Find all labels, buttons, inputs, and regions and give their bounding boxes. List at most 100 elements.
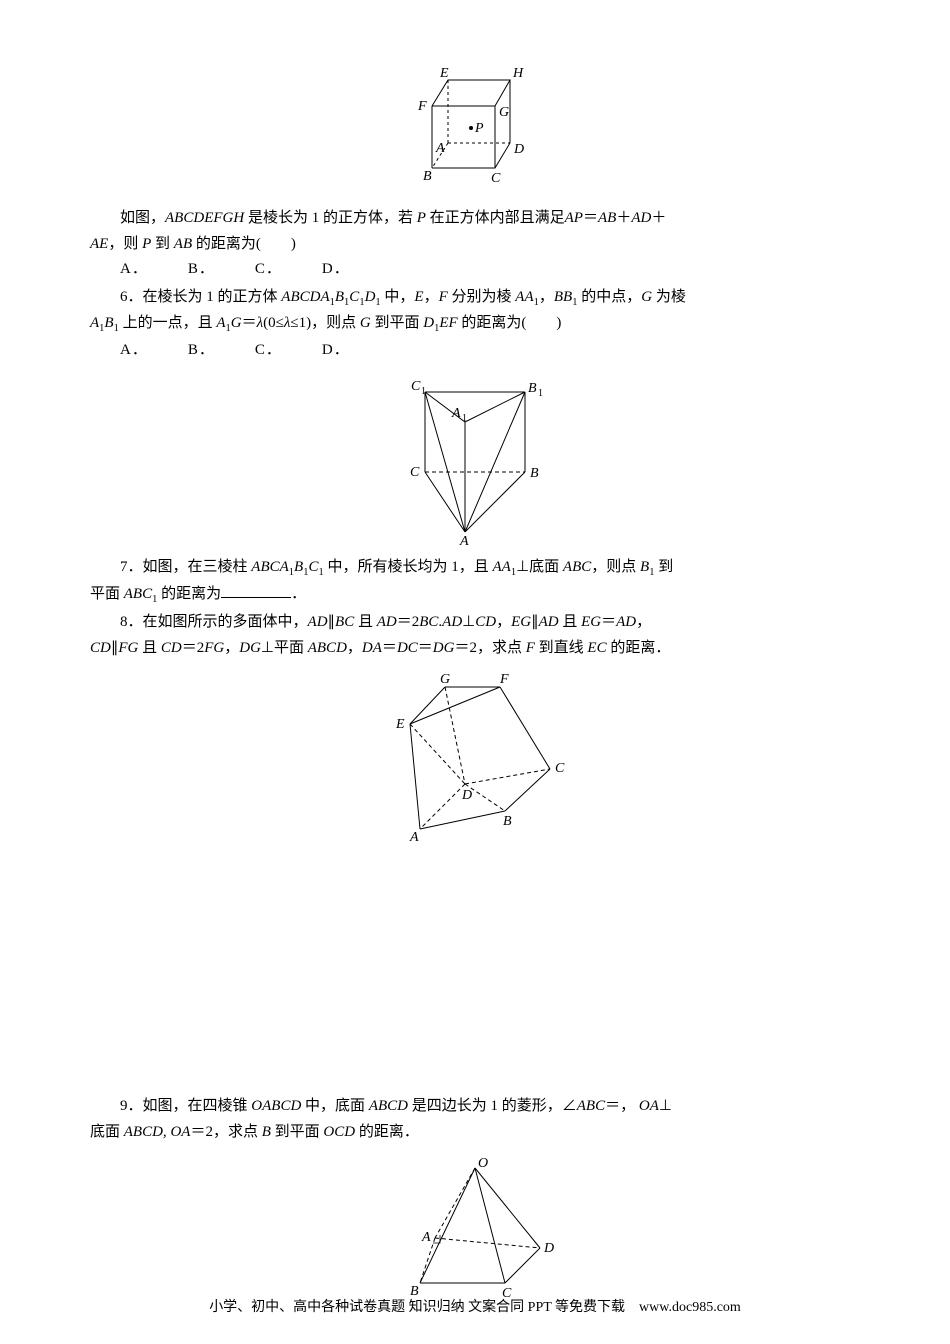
q5-ae: AE — [90, 236, 108, 252]
q7-l2b: 的距离为 — [157, 586, 221, 602]
footer-text: 小学、初中、高中各种试卷真题 知识归纳 文案合同 PPT 等免费下载 www.d… — [209, 1300, 741, 1315]
q8-t6: 且 — [559, 614, 582, 630]
lbl-Fp: F — [499, 672, 509, 687]
q9-oa: OA — [639, 1098, 659, 1114]
q9-abcd3: ABCD, — [124, 1124, 171, 1140]
q7-dot: ． — [291, 586, 306, 602]
q9-B: B — [262, 1124, 271, 1140]
q5-efgh: EFGH — [204, 210, 244, 226]
q8-dg2: DG — [433, 640, 455, 656]
svg-text:1: 1 — [462, 413, 467, 424]
q7-aa1: AA — [493, 559, 511, 575]
cube-svg: E H F G P A D B C — [395, 48, 555, 198]
q7-t1: 如图，在三棱柱 — [143, 559, 252, 575]
q7-bp: B — [640, 559, 649, 575]
q5-options: A．B．C．D． — [90, 257, 860, 283]
lbl-C: C — [491, 171, 501, 186]
q8-t8: ， — [636, 614, 651, 630]
q8-l2c: ， — [224, 640, 239, 656]
q6-t5: ， — [539, 289, 554, 305]
q8-t1: 在如图所示的多面体中， — [143, 614, 308, 630]
figure-prism: C1 B1 A1 C B A — [90, 372, 860, 547]
q8-l2a: 且 — [138, 640, 161, 656]
q6-num: 6． — [120, 289, 143, 305]
lbl-Cp: C — [410, 465, 420, 480]
q5-plus2: ＋ — [651, 210, 666, 226]
q6-G: G — [641, 289, 652, 305]
lbl-Ap: A — [459, 534, 469, 547]
q9-t3: 是四边长为 1 的菱形，∠ — [408, 1098, 577, 1114]
q8-line1: 8．在如图所示的多面体中，AD∥BC 且 AD＝2BC.AD⊥CD，EG∥AD … — [90, 610, 860, 636]
q8-da: DA — [362, 640, 382, 656]
q9-t4: ＝， — [605, 1098, 639, 1114]
q9-oa2: OA — [170, 1124, 190, 1140]
q9-ocd: OCD — [323, 1124, 355, 1140]
q6-G2: G — [360, 315, 371, 331]
q6-abcd: ABCD — [281, 289, 320, 305]
q6-l2e: 的距离为( ) — [458, 315, 562, 331]
q6-options: A．B．C．D． — [90, 338, 860, 364]
q9-l2c: 到平面 — [271, 1124, 324, 1140]
q9-t5: ⊥ — [659, 1098, 672, 1114]
lbl-C1: C — [411, 379, 421, 394]
q6-l2d: 到平面 — [371, 315, 424, 331]
q6-optB: B． — [188, 342, 215, 358]
q8-dg: DG — [239, 640, 261, 656]
q8-l2d: ⊥平面 — [261, 640, 308, 656]
q9-num: 9． — [120, 1098, 143, 1114]
lbl-Gp: G — [440, 672, 450, 687]
q8-ad5: AD — [616, 614, 636, 630]
q6-a1: A — [320, 289, 329, 305]
lbl-Ep: E — [395, 717, 405, 732]
q7-t5: 到 — [654, 559, 673, 575]
q8-ad2: AD — [377, 614, 397, 630]
figure-cube-efgh: E H F G P A D B C — [90, 48, 860, 198]
q6-bb1: BB — [554, 289, 572, 305]
figure-pyramid: O A D B C — [90, 1153, 860, 1303]
lbl-Cp2: C — [555, 761, 565, 776]
q7-abc2: ABC — [563, 559, 591, 575]
q6-l2b: (0≤ — [263, 315, 284, 331]
prism-svg: C1 B1 A1 C B A — [390, 372, 560, 547]
q8-ad: AD — [308, 614, 328, 630]
q6-t2: 中， — [381, 289, 415, 305]
q8-fg: FG — [118, 640, 138, 656]
svg-text:1: 1 — [421, 386, 426, 397]
q6-t6: 的中点， — [577, 289, 641, 305]
q6-line2: A1B1 上的一点，且 A1G＝λ(0≤λ≤1)，则点 G 到平面 D1EF 的… — [90, 311, 860, 338]
q9-O: O — [251, 1098, 262, 1114]
q5-ab2: AB — [174, 236, 192, 252]
q5-t2: 是棱长为 1 的正方体，若 — [244, 210, 417, 226]
q8-t4: ⊥ — [462, 614, 475, 630]
q6-optC: C． — [255, 342, 282, 358]
q5-optB: B． — [188, 261, 215, 277]
q6-a1g-g: G — [231, 315, 242, 331]
q5-p: P — [417, 210, 426, 226]
q8-t2: 且 — [354, 614, 377, 630]
q7-num: 7． — [120, 559, 143, 575]
q7-a1: A — [280, 559, 289, 575]
q5-t6: 的距离为( ) — [192, 236, 296, 252]
q8-l2j: 的距离． — [607, 640, 671, 656]
q6-d1: D — [365, 289, 376, 305]
svg-text:1: 1 — [538, 388, 543, 399]
q8-l2i: 到直线 — [535, 640, 588, 656]
figure-polyhedron: G F E C D B A — [90, 669, 860, 844]
q5-t3: 在正方体内部且满足 — [426, 210, 565, 226]
q9-t2: 中，底面 — [301, 1098, 369, 1114]
q6-a1b1-a: A — [90, 315, 99, 331]
lbl-Bp2: B — [503, 814, 512, 829]
q8-l2e: ， — [347, 640, 362, 656]
q6-t4: 分别为棱 — [448, 289, 516, 305]
q9-l2a: 底面 — [90, 1124, 124, 1140]
q6-t1: 在棱长为 1 的正方体 — [143, 289, 282, 305]
work-space — [90, 852, 860, 1092]
q8-l2f: ＝ — [382, 640, 397, 656]
q6-optA: A． — [120, 342, 148, 358]
q6-l2c: ≤1)，则点 — [290, 315, 359, 331]
page-footer: 小学、初中、高中各种试卷真题 知识归纳 文案合同 PPT 等免费下载 www.d… — [0, 1296, 950, 1316]
q6-E: E — [414, 289, 423, 305]
lbl-P: P — [474, 121, 484, 136]
q8-num: 8． — [120, 614, 143, 630]
q5-ab: AB — [598, 210, 616, 226]
